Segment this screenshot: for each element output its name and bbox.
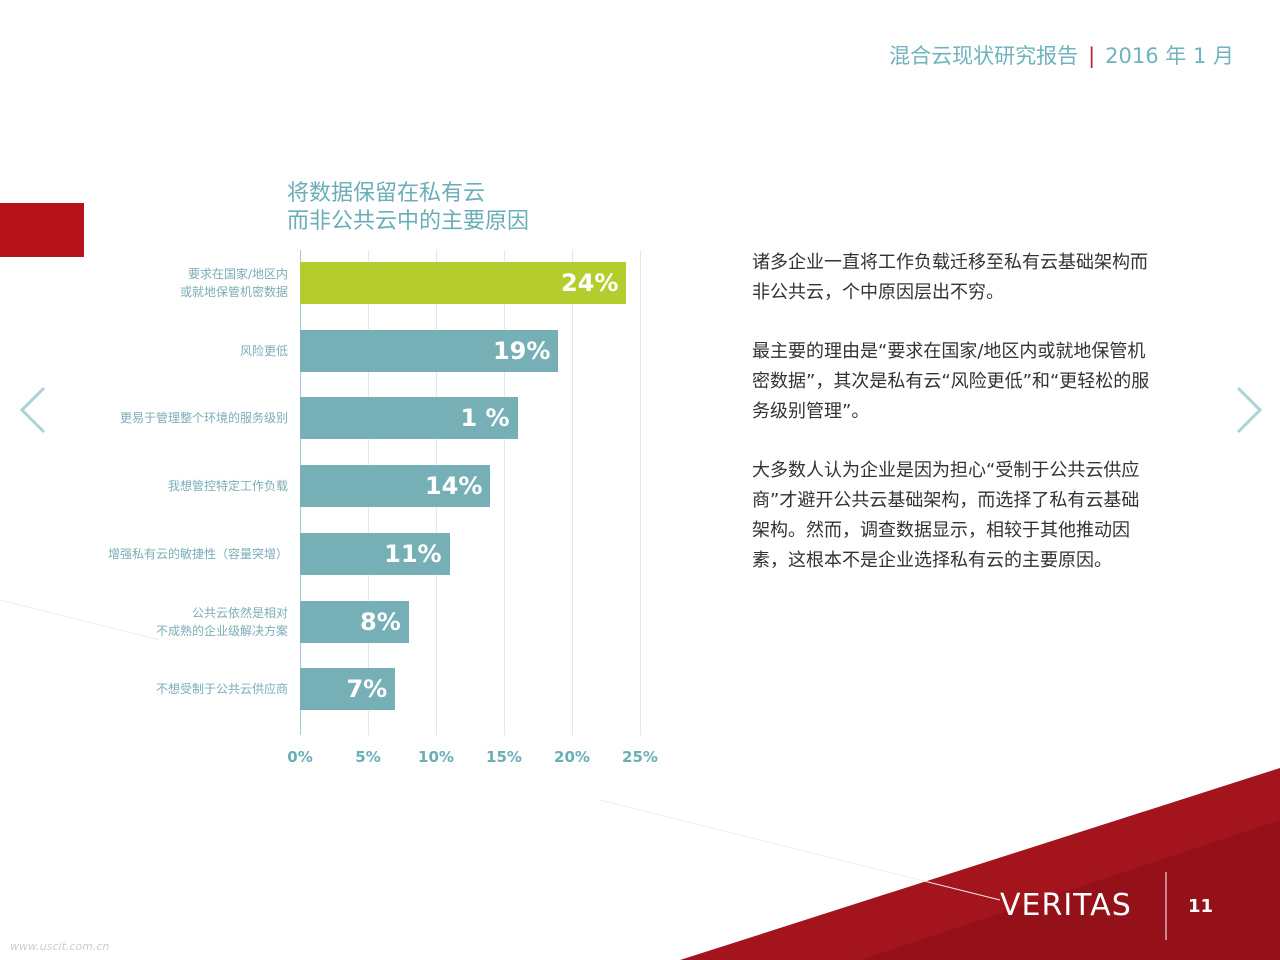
bar [300, 600, 409, 643]
value-label: 19% [492, 336, 551, 365]
paragraph: 诸多企业一直将工作负载迁移至私有云基础架构而非公共云，个中原因层出不穷。 [752, 252, 1148, 303]
value-label: 14% [424, 472, 483, 501]
bar [300, 329, 559, 372]
faint-line [0, 599, 161, 641]
x-tick-label: 15% [486, 748, 522, 766]
x-tick-label: 10% [418, 748, 454, 766]
category-label: 更易于管理整个环境的服务级别 [119, 411, 288, 426]
bar [300, 532, 450, 575]
header-date: 2016 年 1 月 [1105, 44, 1234, 68]
bar [300, 397, 518, 440]
category-label: 公共云依然是相对 不成熟的企业级解决方案 [155, 605, 288, 638]
bar [300, 262, 627, 304]
category-label: 风险更低 [239, 343, 288, 358]
x-tick-label: 5% [355, 748, 381, 766]
category-label: 增强私有云的敏捷性（容量突增） [107, 546, 288, 561]
bar [300, 465, 491, 508]
category-label: 要求在国家/地区内 或就地保管机密数据 [179, 267, 288, 299]
next-arrow[interactable] [1236, 386, 1263, 434]
value-label: 1 % [460, 404, 510, 433]
faint-line [599, 799, 1001, 901]
value-label: 24% [560, 269, 619, 297]
dark-triangle [860, 820, 1280, 960]
value-label: 7% [346, 675, 388, 704]
grid-line [504, 250, 505, 735]
header-title: 混合云现状研究报告 [889, 44, 1079, 68]
x-tick-label: 20% [554, 748, 590, 766]
grid-line [640, 250, 641, 735]
category-label: 不想受制于公共云供应商 [155, 682, 288, 697]
watermark: www.uscit.com.cn [10, 940, 110, 953]
logo: VERITAS [1000, 888, 1132, 923]
paragraph: 大多数人认为企业是因为担心“受制于公共云供应商”才避开公共云基础架构，而选择了私… [752, 460, 1140, 571]
category-label: 我想管控特定工作负载 [167, 479, 288, 494]
paragraph: 最主要的理由是“要求在国家/地区内或就地保管机密数据”，其次是私有云“风险更低”… [752, 341, 1150, 422]
page-number: 11 [1188, 896, 1214, 917]
body-text: 诸多企业一直将工作负载迁移至私有云基础架构而非公共云，个中原因层出不穷。 最主要… [752, 248, 1152, 605]
chart-title: 将数据保留在私有云 而非公共云中的主要原因 [287, 181, 530, 234]
value-label: 8% [360, 607, 401, 636]
header: 混合云现状研究报告 | 2016 年 1 月 [889, 40, 1234, 70]
grid-line [572, 250, 573, 735]
prev-arrow[interactable] [19, 386, 46, 434]
separator: | [1088, 44, 1096, 68]
value-label: 11% [384, 539, 442, 568]
red-block [0, 203, 84, 257]
x-tick-label: 25% [622, 748, 658, 766]
bar [300, 668, 396, 711]
x-tick-label: 0% [287, 748, 313, 766]
